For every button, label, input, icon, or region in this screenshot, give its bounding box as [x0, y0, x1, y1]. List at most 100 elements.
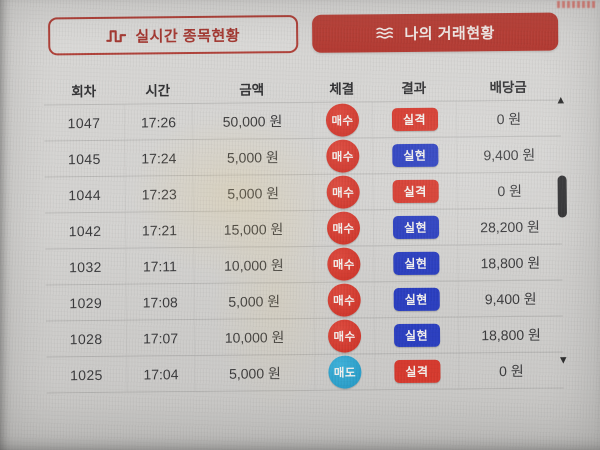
cell-fill: 매수 [312, 174, 373, 210]
table-header: 회차 시간 금액 체결 결과 배당금 [44, 71, 561, 104]
column-header-result: 결과 [401, 80, 427, 97]
scroll-down-arrow[interactable]: ▼ [557, 354, 569, 367]
cell-result: 실격 [372, 173, 457, 210]
cell-payout: 9,400 원 [457, 280, 563, 317]
cell-payout: 18,800 원 [457, 316, 564, 353]
cell-payout: 0 원 [456, 172, 562, 209]
cell-result: 실격 [371, 101, 457, 138]
list-icon [375, 26, 395, 40]
column-header-amount: 금액 [239, 82, 265, 98]
cell-time: 17:08 [125, 284, 194, 320]
cell-result: 실현 [373, 281, 458, 318]
column-header-time: 시간 [145, 83, 171, 99]
cell-round: 1042 [68, 222, 102, 239]
table-row: 1032 17:11 10,000 원 매수 실현 18,800 원 [45, 243, 563, 285]
cell-round: 1047 [67, 114, 101, 131]
result-badge: 실현 [391, 143, 438, 168]
cell-payout: 18,800 원 [457, 244, 563, 281]
cell-time: 17:07 [125, 320, 195, 356]
result-badge: 실현 [393, 287, 440, 312]
result-badge: 실현 [392, 215, 439, 240]
position-badge: 매수 [327, 319, 362, 353]
cell-fill: 매수 [313, 318, 375, 354]
cell-payout: 28,200 원 [456, 208, 563, 245]
cell-time: 17:04 [126, 356, 195, 392]
cell-fill: 매수 [312, 138, 373, 174]
cell-result: 실현 [373, 317, 459, 354]
table-row: 1045 17:24 5,000 원 매수 실현 9,400 원 [44, 135, 562, 177]
position-badge: 매수 [325, 103, 360, 137]
table-row: 1029 17:08 5,000 원 매수 실현 9,400 원 [45, 279, 563, 321]
cell-time [126, 392, 195, 394]
cell-fill: 매수 [314, 390, 375, 394]
table-row: 1025 17:04 5,000 원 매도 실격 0 원 [46, 351, 564, 393]
cell-round: 1032 [68, 258, 102, 275]
result-badge: 실격 [391, 107, 438, 132]
result-badge: 실격 [392, 179, 439, 204]
cell-time: 17:21 [124, 212, 194, 248]
cell-time: 17:11 [125, 248, 194, 284]
column-header-fill: 체결 [329, 81, 355, 97]
pulse-icon [106, 28, 127, 43]
cell-result: 실격 [374, 353, 459, 390]
tab-label: 나의 거래현황 [404, 24, 495, 43]
cell-round: 1025 [69, 366, 103, 383]
position-badge: 매수 [327, 283, 361, 317]
trades-table: 회차 시간 금액 체결 결과 배당금 1047 17:26 50,000 원 매… [43, 71, 564, 394]
cell-fill: 매수 [313, 282, 374, 318]
cell-result: 실현 [372, 209, 458, 246]
cell-result: 실현 [373, 245, 458, 282]
table-row: 1028 17:07 10,000 원 매수 실현 18,800 원 [45, 315, 564, 357]
cell-fill: 매도 [314, 354, 375, 390]
cell-round: 1045 [67, 150, 101, 167]
cell-result: 실현 [372, 137, 457, 174]
cell-amount: 5,000 원 [192, 138, 313, 176]
result-badge: 실격 [393, 359, 441, 384]
scrollbar-thumb[interactable] [557, 175, 567, 218]
cell-amount: 5,000 원 [193, 282, 314, 320]
result-badge: 실현 [393, 323, 440, 348]
position-badge: 매도 [328, 355, 362, 389]
tab-label: 실시간 종목현황 [135, 27, 241, 46]
cell-amount: 5,000 원 [192, 174, 313, 212]
cell-round: 1028 [69, 330, 103, 347]
cell-round [47, 393, 127, 394]
cell-payout: 9,400 원 [456, 136, 562, 173]
cell-amount: 15,000 원 [192, 210, 314, 248]
cell-time: 17:26 [123, 104, 193, 140]
cell-time: 17:23 [124, 176, 193, 212]
tab-my-trades[interactable]: 나의 거래현황 [311, 12, 559, 53]
position-badge: 매수 [328, 391, 362, 394]
cell-fill: 매수 [313, 246, 374, 282]
result-badge: 실현 [392, 251, 439, 276]
cell-payout: 0 원 [458, 352, 564, 389]
table-row: 1042 17:21 15,000 원 매수 실현 28,200 원 [44, 207, 563, 249]
cell-amount: 50,000 원 [191, 102, 313, 140]
table-body: 1047 17:26 50,000 원 매수 실격 0 원 1045 17:24… [43, 99, 564, 394]
scroll-up-arrow[interactable]: ▲ [555, 94, 567, 107]
cell-time: 17:24 [124, 140, 193, 176]
cell-amount [194, 390, 315, 394]
position-badge: 매수 [326, 211, 361, 245]
cell-payout: 0 원 [455, 100, 562, 137]
table-row: 1047 17:26 50,000 원 매수 실격 0 원 [43, 99, 562, 141]
column-header-round: 회차 [71, 83, 97, 100]
cell-fill: 매수 [311, 102, 373, 138]
cell-amount: 10,000 원 [193, 318, 315, 356]
cell-round: 1029 [69, 294, 103, 311]
tab-realtime-stocks[interactable]: 실시간 종목현황 [47, 15, 299, 56]
cell-fill: 매수 [312, 210, 374, 246]
cell-payout [458, 388, 564, 394]
cell-amount: 5,000 원 [194, 354, 315, 392]
column-header-payout: 배당금 [489, 79, 527, 96]
tab-bar: 실시간 종목현황 나의 거래현황 [47, 12, 559, 56]
cell-result: 실격 [374, 389, 459, 394]
cell-round: 1044 [68, 186, 102, 203]
position-badge: 매수 [326, 139, 360, 173]
table-row: 1044 17:23 5,000 원 매수 실격 0 원 [44, 171, 562, 213]
photo-timestamp-artifact [557, 1, 597, 8]
cell-amount: 10,000 원 [193, 246, 314, 284]
position-badge: 매수 [327, 247, 361, 281]
